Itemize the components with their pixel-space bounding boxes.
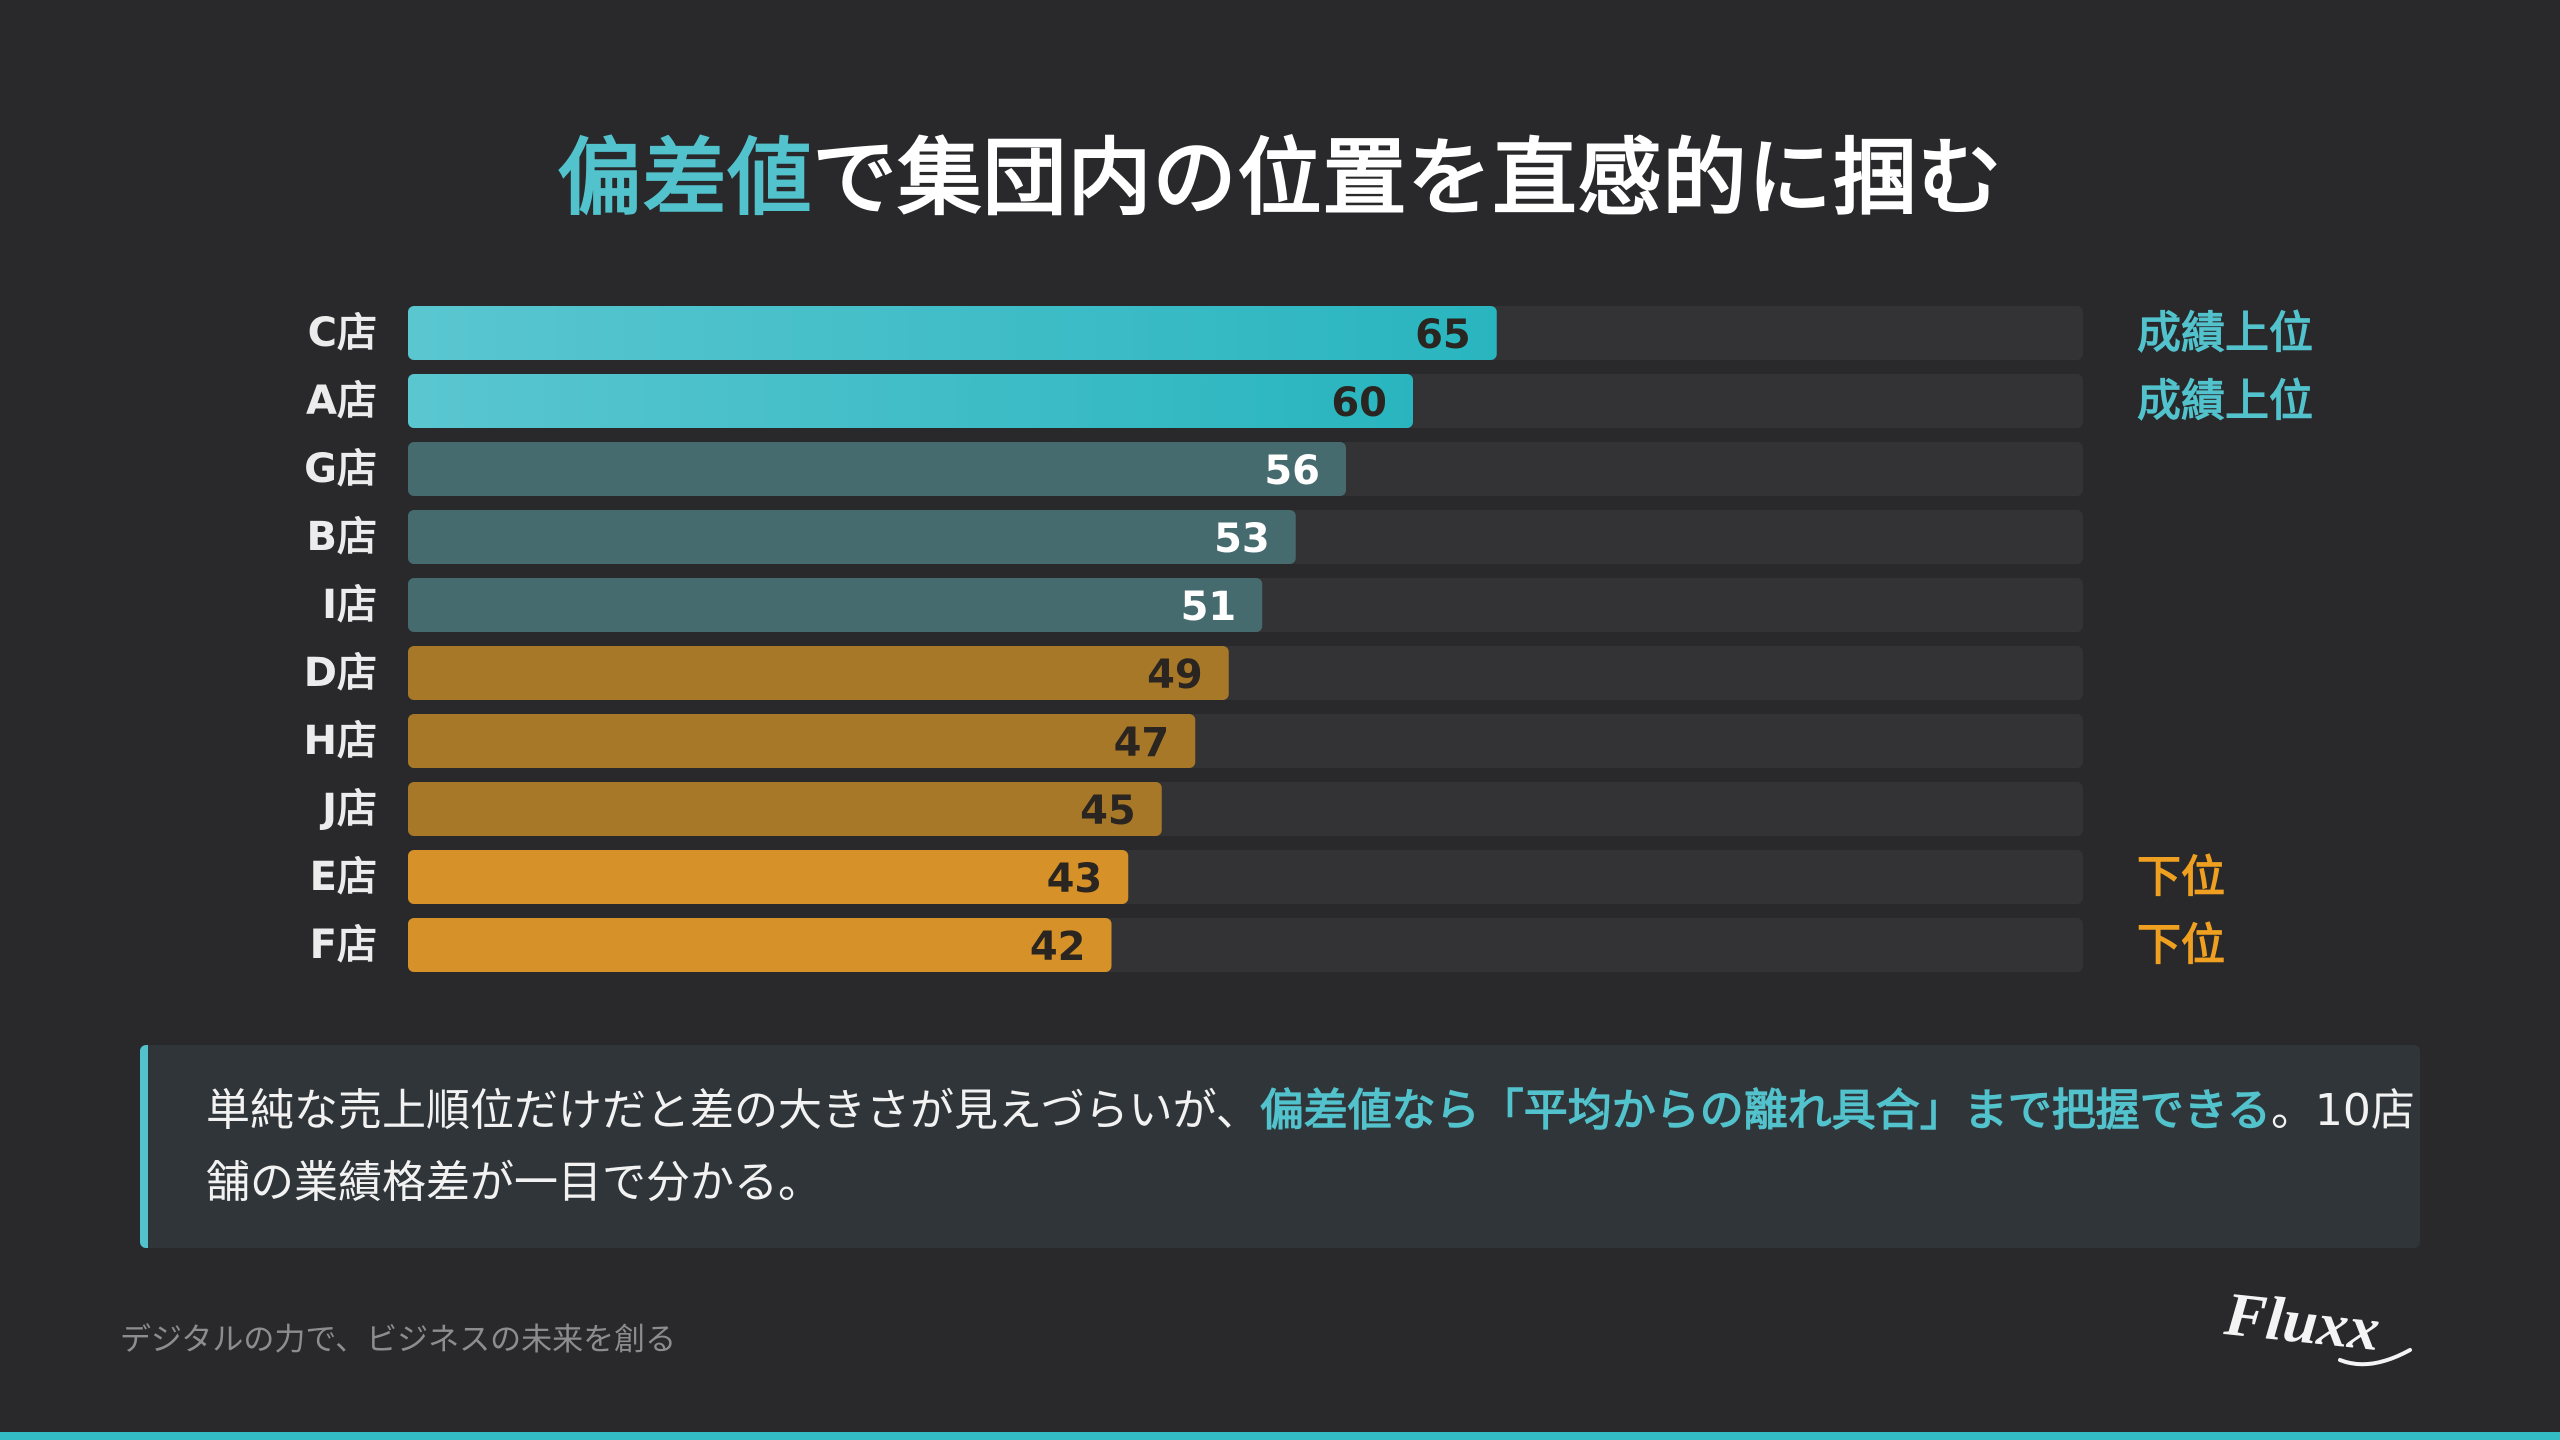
category-label: A店 [306, 378, 377, 424]
callout-highlight: 偏差値なら「平均からの離れ具合」まで把握できる [1259, 1085, 2271, 1136]
data-label: 60 [1331, 380, 1387, 426]
callout-text-2: 。10店舗の業績格差が一目で分かる。 [206, 1085, 2415, 1208]
page-title: 偏差値で集団内の位置を直感的に掴む [0, 128, 2560, 228]
title-rest: で集団内の位置を直感的に掴む [812, 129, 2003, 227]
data-label: 42 [1030, 924, 1086, 970]
brand-logo: Fluxx [2221, 1280, 2412, 1367]
data-label: 65 [1415, 312, 1471, 358]
bar-chart: C店 65 成績上位 A店 60 成績上位 G店 56 B店 53 I店 51 D店 49 H店 47 J店 45… [304, 306, 2313, 972]
bar [408, 510, 1296, 564]
rank-side-label: 成績上位 [2137, 308, 2313, 359]
bar [408, 442, 1346, 496]
callout-text-1: 単純な売上順位だけだと差の大きさが見えづらいが、 [206, 1085, 1260, 1136]
category-label: E店 [310, 854, 377, 900]
bar [408, 782, 1162, 836]
category-label: J店 [319, 786, 377, 832]
category-label: G店 [304, 446, 377, 492]
footer-tagline: デジタルの力で、ビジネスの未来を創る [120, 1322, 677, 1358]
rank-side-label: 下位 [2137, 852, 2225, 903]
data-label: 53 [1214, 516, 1270, 562]
category-label: C店 [308, 310, 377, 356]
data-label: 47 [1114, 720, 1170, 766]
category-label: B店 [307, 514, 378, 560]
bar [408, 646, 1229, 700]
bar [408, 918, 1112, 972]
bar [408, 578, 1263, 632]
category-label: D店 [304, 650, 377, 696]
insight-callout: 単純な売上順位だけだと差の大きさが見えづらいが、偏差値なら「平均からの離れ具合」… [140, 1045, 2420, 1248]
data-label: 51 [1181, 584, 1237, 630]
bar [408, 850, 1129, 904]
category-label: F店 [310, 922, 377, 968]
svg-text:Fluxx: Fluxx [2221, 1280, 2383, 1364]
data-label: 49 [1147, 652, 1203, 698]
rank-side-label: 成績上位 [2137, 376, 2313, 427]
bar [408, 374, 1413, 428]
title-accent: 偏差値 [557, 129, 813, 227]
bottom-accent-strip [0, 1432, 2560, 1440]
category-label: H店 [304, 718, 377, 764]
data-label: 45 [1080, 788, 1136, 834]
bar [408, 714, 1196, 768]
bar [408, 306, 1497, 360]
data-label: 43 [1047, 856, 1103, 902]
data-label: 56 [1264, 448, 1320, 494]
rank-side-label: 下位 [2137, 920, 2225, 971]
category-label: I店 [322, 582, 377, 628]
